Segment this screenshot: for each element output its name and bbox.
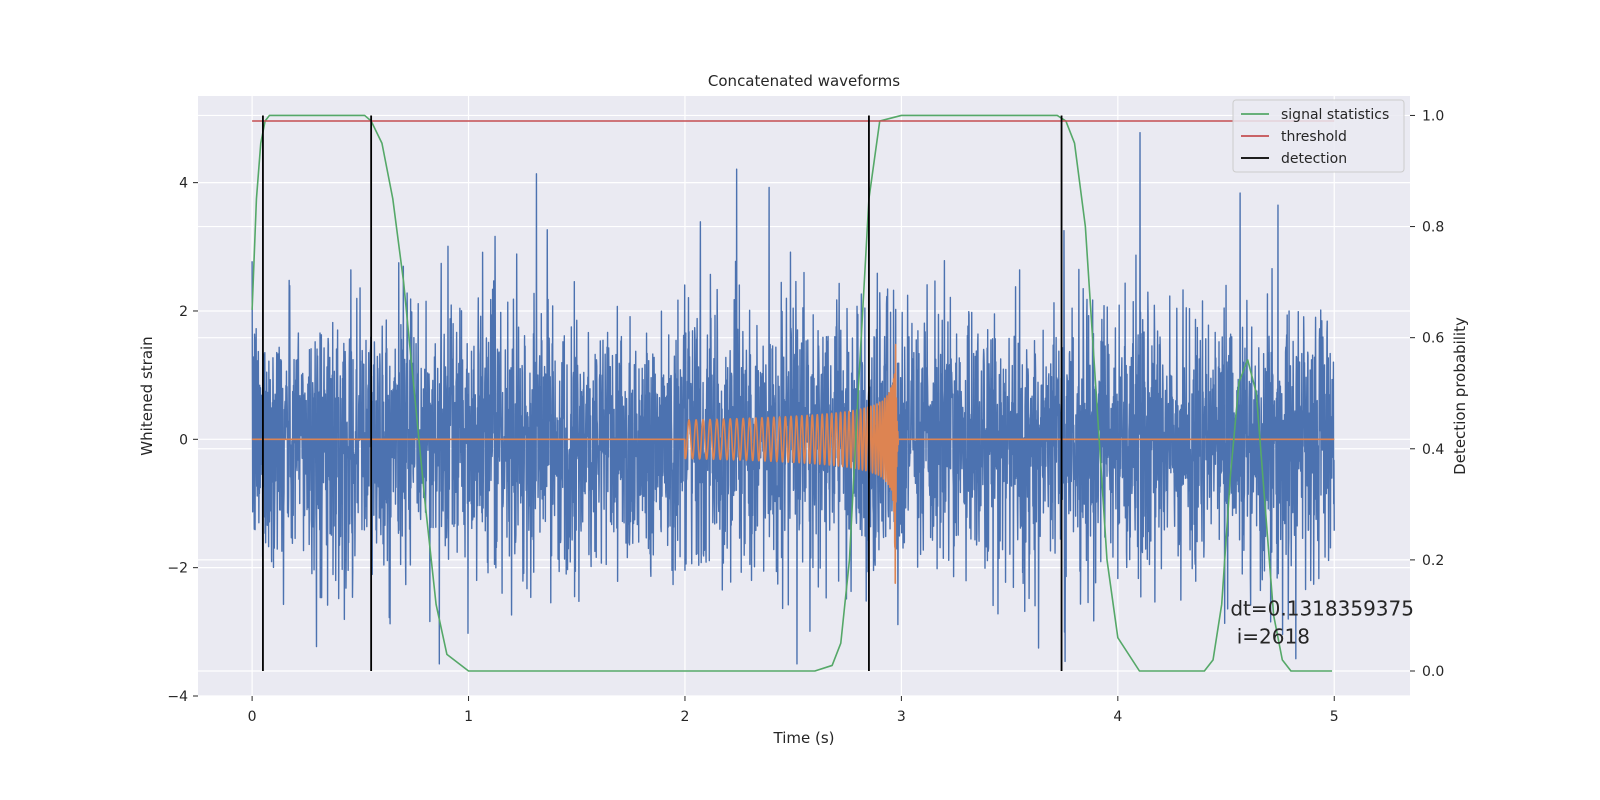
y-left-tick-label: 4 <box>179 176 188 192</box>
y-axis-right-label: Detection probability <box>1451 317 1469 475</box>
x-axis-label: Time (s) <box>773 729 835 747</box>
annotation: dt=0.1318359375 i=2618 <box>1230 596 1414 648</box>
legend-label-threshold: threshold <box>1281 129 1347 145</box>
chirp-signal-series <box>251 343 1335 584</box>
y-left-tick-label: −4 <box>167 689 188 705</box>
axes: 0 1 2 3 4 5 −4 −2 0 2 4 0.0 0.2 0.4 0.6 0.8 1.0 <box>167 108 1444 725</box>
legend: signal statistics threshold detection <box>1232 99 1405 173</box>
y-axis-left-label: Whitened strain <box>138 336 156 455</box>
strain-noise-series <box>251 131 1335 665</box>
data-series <box>251 114 1335 672</box>
chart-title: Concatenated waveforms <box>708 72 900 90</box>
x-tick-label: 1 <box>464 709 473 725</box>
annotation-line-dt: dt=0.1318359375 <box>1230 596 1414 620</box>
x-tick-label: 2 <box>681 709 690 725</box>
x-tick-label: 3 <box>897 709 906 725</box>
legend-label-signal-statistics: signal statistics <box>1281 107 1389 123</box>
y-left-tick-label: 2 <box>179 304 188 320</box>
x-tick-label: 4 <box>1113 709 1122 725</box>
annotation-line-i: i=2618 <box>1230 624 1310 648</box>
y-right-tick-label: 0.4 <box>1422 442 1444 458</box>
y-left-tick-label: 0 <box>179 432 188 448</box>
y-right-tick-label: 0.0 <box>1422 664 1444 680</box>
y-right-tick-label: 0.2 <box>1422 553 1444 569</box>
legend-box <box>1232 99 1405 173</box>
y-right-tick-label: 0.8 <box>1422 220 1444 236</box>
y-right-tick-label: 0.6 <box>1422 331 1444 347</box>
x-tick-label: 0 <box>248 709 257 725</box>
y-left-tick-label: −2 <box>167 561 188 577</box>
y-right-tick-label: 1.0 <box>1422 108 1444 124</box>
x-tick-label: 5 <box>1330 709 1339 725</box>
legend-label-detection: detection <box>1281 151 1347 167</box>
